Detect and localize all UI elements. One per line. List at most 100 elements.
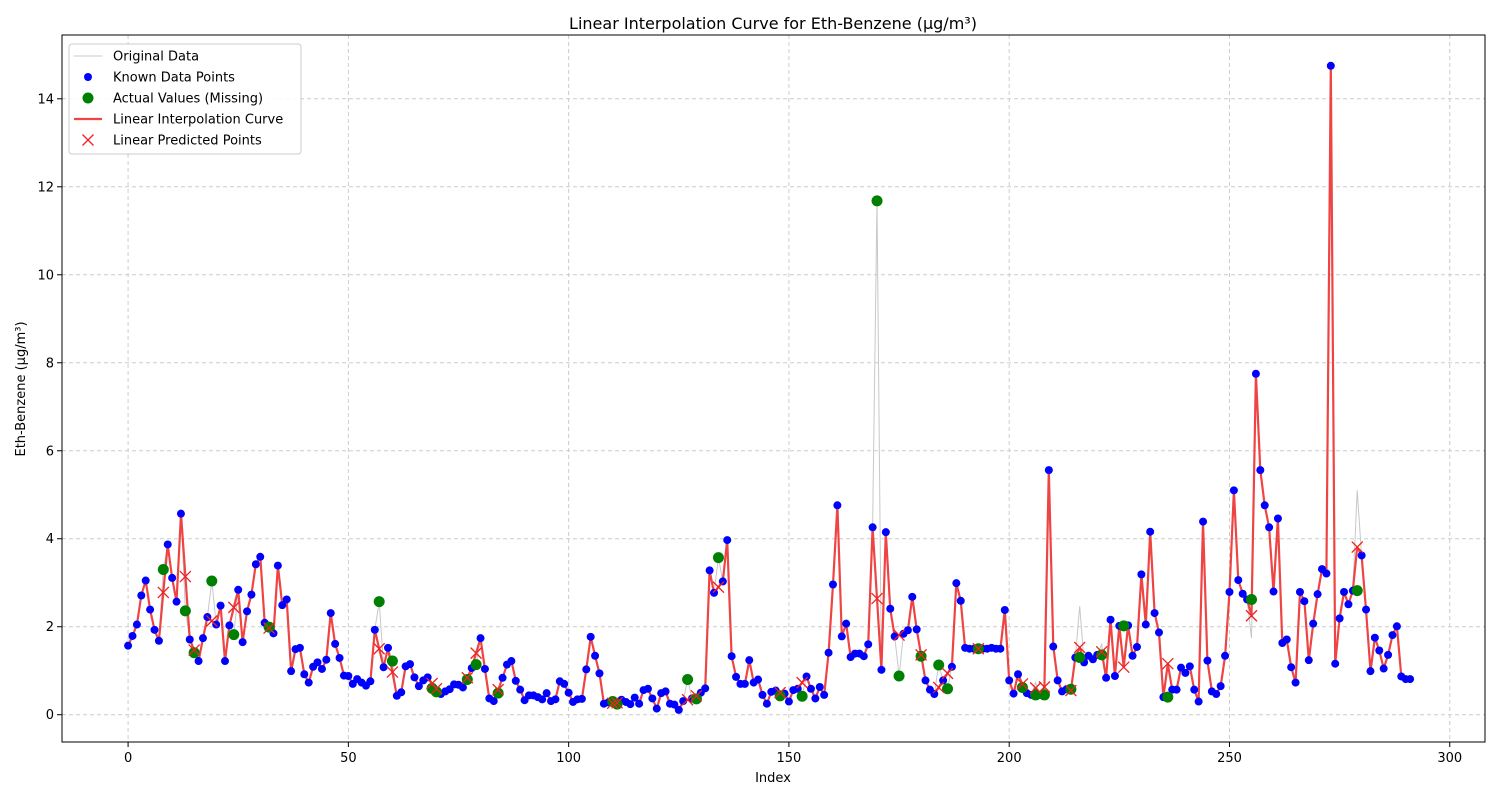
y-axis-title: Eth-Benzene (µg/m³) <box>14 321 29 456</box>
missing-actual-point <box>712 552 724 564</box>
known-data-point <box>1388 631 1397 640</box>
missing-actual-point <box>933 659 945 671</box>
x-axis-title: Index <box>755 771 791 786</box>
known-data-point <box>701 684 710 693</box>
known-data-point <box>1340 587 1349 596</box>
known-data-point <box>1014 670 1023 679</box>
linear-predicted-point <box>681 693 694 706</box>
linear-predicted-point <box>1245 609 1258 622</box>
y-axis: 0 2 4 6 8 10 12 14 <box>37 92 62 723</box>
known-data-point <box>423 673 432 682</box>
known-data-point <box>1185 662 1194 671</box>
known-data-point <box>903 626 912 635</box>
known-data-point <box>1375 646 1384 655</box>
known-data-point <box>1406 675 1415 684</box>
known-data-point <box>1005 676 1014 685</box>
known-data-point <box>1313 590 1322 599</box>
missing-actual-point <box>1038 689 1050 701</box>
known-data-point <box>648 694 657 703</box>
linear-predicted-point <box>1117 661 1130 674</box>
known-data-point <box>1146 527 1155 536</box>
known-data-point <box>793 684 802 693</box>
linear-interpolation-line <box>127 64 1411 712</box>
missing-actual-point <box>690 693 702 705</box>
series-linear-interpolation <box>127 64 1411 712</box>
known-data-point <box>1273 514 1282 523</box>
linear-predicted-point <box>1064 684 1077 697</box>
legend-label: Actual Values (Missing) <box>113 92 263 107</box>
known-data-point <box>723 536 732 545</box>
known-data-point <box>710 588 719 597</box>
linear-predicted-point <box>932 681 945 694</box>
known-data-point <box>820 690 829 699</box>
known-data-point <box>1335 614 1344 623</box>
known-data-point <box>397 688 406 697</box>
known-data-point <box>1194 697 1203 706</box>
missing-actual-point <box>179 605 191 617</box>
x-tick-label: 50 <box>340 751 357 766</box>
known-data-point <box>1260 501 1269 510</box>
linear-predicted-point <box>430 682 443 695</box>
known-data-point <box>1366 667 1375 676</box>
known-data-point <box>278 601 287 610</box>
missing-actual-point <box>915 650 927 662</box>
known-data-point <box>1181 668 1190 677</box>
known-data-point <box>1009 689 1018 698</box>
known-data-point <box>176 509 185 518</box>
known-data-point <box>577 694 586 703</box>
linear-predicted-point <box>796 676 809 689</box>
known-data-point <box>1221 651 1230 660</box>
known-data-point <box>406 660 415 669</box>
known-data-point <box>1295 587 1304 596</box>
known-data-point <box>366 677 375 686</box>
known-data-point <box>1379 664 1388 673</box>
known-data-point <box>705 566 714 575</box>
x-axis: 0 50 100 150 200 250 300 <box>124 742 1462 766</box>
known-data-point <box>313 658 322 667</box>
known-data-point <box>877 665 886 674</box>
known-data-point <box>1265 523 1274 532</box>
known-data-point <box>141 576 150 585</box>
known-data-point <box>256 552 265 561</box>
known-data-point <box>1357 551 1366 560</box>
legend-label: Linear Predicted Points <box>113 134 262 149</box>
known-data-point <box>586 632 595 641</box>
linear-predicted-point <box>1095 645 1108 658</box>
known-data-point <box>1304 656 1313 665</box>
known-data-point <box>1110 672 1119 681</box>
known-data-point <box>1291 678 1300 687</box>
linear-predicted-point <box>205 615 218 627</box>
known-data-point <box>652 704 661 713</box>
known-data-point <box>414 682 423 691</box>
known-data-point <box>1172 685 1181 694</box>
known-data-point <box>806 684 815 693</box>
missing-actual-point <box>893 670 905 682</box>
known-data-point <box>727 652 736 661</box>
linear-predicted-point <box>941 667 954 680</box>
missing-actual-point <box>430 686 442 698</box>
series-predicted-points <box>157 541 1364 710</box>
known-data-point <box>287 667 296 676</box>
known-data-point <box>247 590 256 599</box>
known-data-point <box>225 621 234 630</box>
missing-actual-point <box>682 674 694 686</box>
known-data-point <box>1344 600 1353 609</box>
known-data-point <box>251 560 260 569</box>
legend-swatch-missing-values <box>82 92 94 104</box>
known-data-point <box>1392 622 1401 631</box>
known-data-point <box>1251 369 1260 378</box>
known-data-point <box>1229 486 1238 495</box>
known-data-point <box>732 672 741 681</box>
known-data-point <box>1300 597 1309 606</box>
known-data-point <box>939 676 948 685</box>
known-data-point <box>128 631 137 640</box>
legend-swatch-known-points <box>84 73 92 81</box>
known-data-point <box>754 675 763 684</box>
missing-actual-point <box>470 659 482 671</box>
known-data-point <box>956 596 965 605</box>
known-data-point <box>886 604 895 613</box>
known-data-point <box>198 634 207 643</box>
known-data-point <box>172 597 181 606</box>
known-data-point <box>1225 587 1234 596</box>
